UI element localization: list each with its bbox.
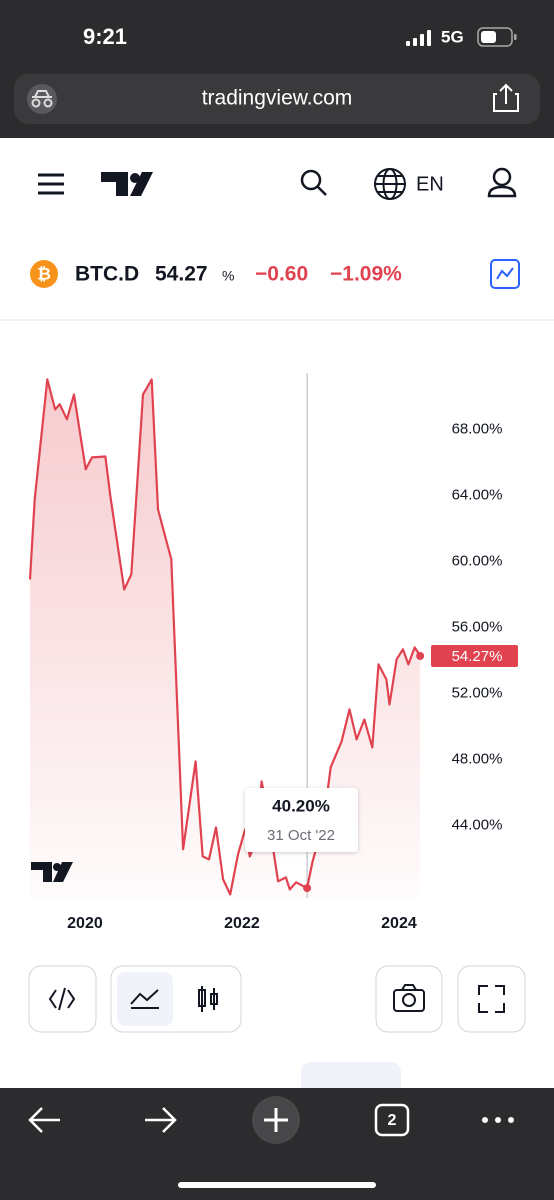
network: 5G — [441, 27, 464, 46]
signal-icon — [406, 30, 431, 46]
tooltip-value: 40.20% — [272, 796, 330, 815]
embed-button[interactable] — [28, 965, 97, 1033]
y-tick-label: 44.00% — [452, 816, 503, 833]
menu-button[interactable] — [38, 173, 64, 195]
price-unit: % — [222, 268, 234, 284]
battery-icon — [477, 27, 517, 47]
y-tick-label: 60.00% — [452, 552, 503, 569]
globe-icon[interactable] — [374, 168, 406, 200]
area-fill — [30, 379, 421, 898]
y-tick-label: 52.00% — [452, 684, 503, 701]
tabs-button[interactable] — [374, 1103, 410, 1137]
nav-icons — [28, 1103, 410, 1137]
language[interactable]: EN — [416, 173, 444, 195]
chart-watermark — [31, 862, 73, 882]
last-point — [416, 651, 425, 660]
last-value-label: 54.27% — [452, 648, 503, 665]
btc-icon — [30, 260, 58, 288]
new-tab-glyph — [264, 1108, 288, 1132]
chart: 2020 2022 2024 44.00% 48.00% 52.00% 56.00% 60.0… — [28, 373, 518, 932]
y-tick-label: 56.00% — [452, 618, 503, 635]
more-button[interactable] — [482, 1117, 514, 1123]
last-value-tag — [431, 644, 518, 667]
account-button[interactable] — [487, 167, 517, 198]
x-tick-label: 2022 — [224, 915, 260, 932]
home-indicator — [178, 1182, 376, 1188]
btc-glyph: ₿ — [37, 264, 51, 283]
price: 54.27 — [155, 263, 208, 286]
url-bar[interactable] — [14, 74, 540, 124]
chart-link-glyph — [496, 267, 514, 280]
back-button[interactable] — [28, 1107, 60, 1133]
share-button[interactable] — [493, 83, 519, 112]
url[interactable]: tradingview.com — [202, 87, 353, 110]
forward-button[interactable] — [145, 1107, 177, 1133]
chart-style-group[interactable] — [110, 965, 242, 1033]
chart-link[interactable] — [490, 259, 520, 289]
control-icons — [48, 984, 505, 1013]
y-tick-label: 64.00% — [452, 486, 503, 503]
snapshot-button[interactable] — [375, 965, 443, 1033]
y-tick-label: 68.00% — [452, 420, 503, 437]
x-tick-label: 2024 — [381, 915, 417, 932]
tab-count: 2 — [388, 1112, 397, 1129]
privacy-glyph — [31, 90, 53, 108]
change-percent: −1.09% — [330, 263, 402, 286]
x-tick-label: 2020 — [67, 915, 103, 932]
controls — [28, 965, 526, 1033]
tooltip-point — [303, 884, 312, 893]
search-button[interactable] — [300, 169, 327, 196]
logo[interactable] — [101, 172, 153, 196]
symbol[interactable]: BTC.D — [75, 263, 139, 286]
clock: 9:21 — [83, 24, 127, 49]
fullscreen-button[interactable] — [457, 965, 526, 1033]
change: −0.60 — [255, 263, 308, 286]
tooltip-box — [245, 788, 358, 852]
tooltip-date: 31 Oct '22 — [267, 827, 335, 844]
privacy-icon[interactable] — [27, 84, 57, 114]
y-tick-label: 48.00% — [452, 750, 503, 767]
